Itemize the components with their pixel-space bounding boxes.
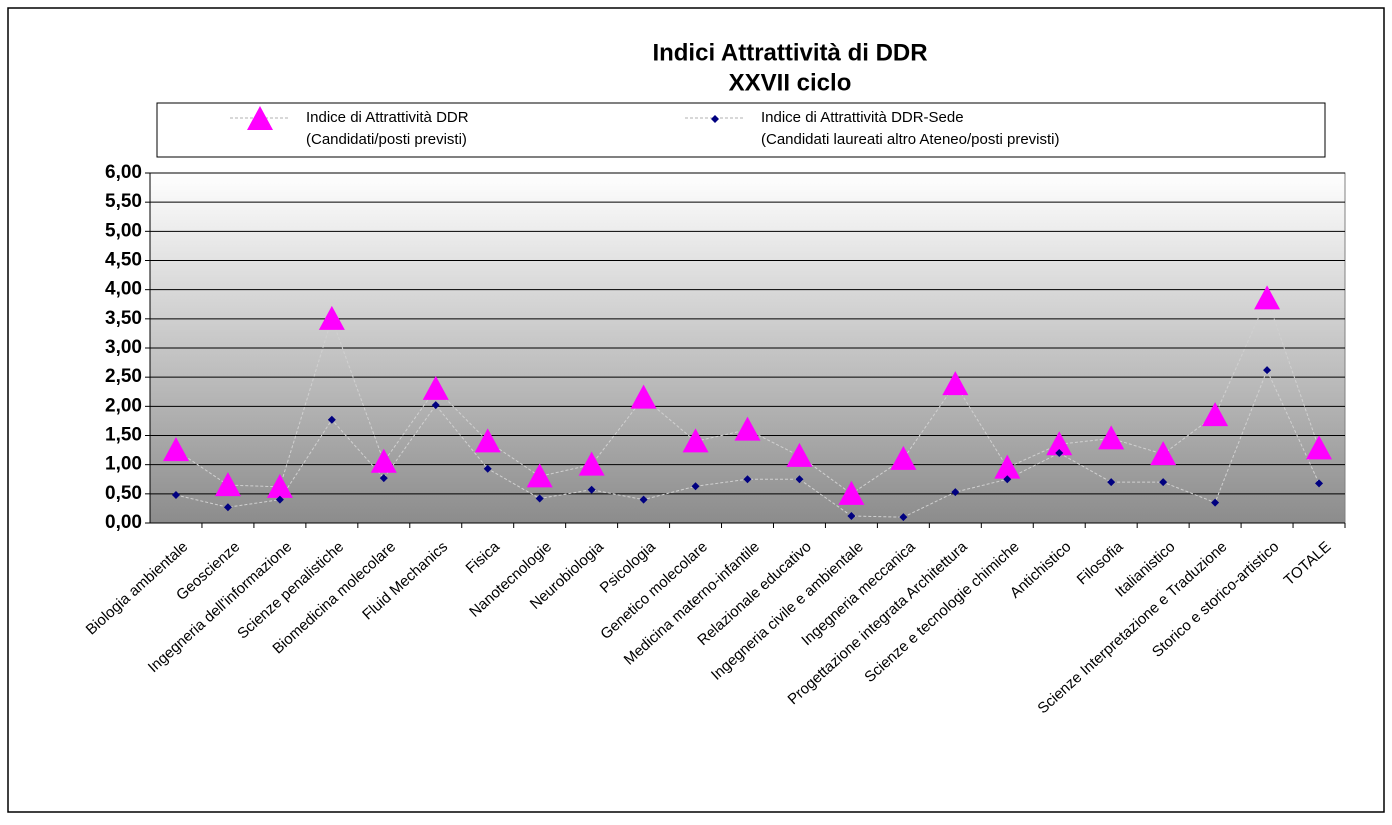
y-tick-label: 6,00 [105,162,142,183]
diamond-marker [1159,478,1168,487]
diamond-marker [1003,475,1012,484]
diamond-marker [847,512,856,520]
triangle-marker [1306,435,1333,460]
triangle-marker [214,472,241,497]
y-tick-label: 0,50 [105,483,142,504]
triangle-marker [630,384,657,409]
triangle-marker [1046,431,1073,456]
y-tick-label: 5,00 [105,220,142,241]
triangle-marker [1150,441,1177,466]
triangle-marker [942,371,969,396]
triangle-marker [370,448,397,473]
diamond-marker [483,464,492,473]
y-tick-label: 4,50 [105,250,142,271]
y-tick-label: 2,00 [105,395,142,416]
diamond-marker [743,475,752,484]
triangle-marker [786,442,813,467]
diamond-marker [223,503,232,512]
y-tick-label: 2,50 [105,366,142,387]
triangle-marker [734,416,761,441]
diamond-marker [1263,366,1272,375]
chart-subtitle: XXVII ciclo [729,69,852,96]
y-tick-label: 1,00 [105,454,142,475]
legend-label: Indice di Attrattività DDR [306,109,469,126]
triangle-marker [578,451,605,476]
diamond-marker [795,475,804,484]
diamond-marker [431,401,440,410]
diamond-marker [275,495,284,504]
triangle-marker [838,480,865,505]
diamond-marker [379,474,388,483]
diamond-marker [1055,449,1064,457]
diamond-marker [171,491,180,499]
triangle-marker [318,305,345,330]
y-tick-label: 5,50 [105,191,142,212]
diamond-marker [951,488,960,497]
triangle-marker [994,454,1021,479]
y-tick-label: 3,50 [105,308,142,329]
diamond-marker [1107,478,1116,487]
triangle-marker [162,437,189,462]
triangle-marker [1098,425,1125,450]
diamond-marker [691,482,700,491]
triangle-marker [1202,402,1229,427]
triangle-marker [422,375,449,400]
triangle-marker [682,428,709,453]
chart-title: Indici Attrattività di DDR [652,39,927,66]
diamond-marker [899,513,908,522]
diamond-marker [587,485,596,494]
diamond-marker [639,495,648,504]
triangle-marker [526,463,553,488]
diamond-marker [1211,498,1220,507]
triangle-marker [474,428,501,453]
y-tick-label: 3,00 [105,337,142,358]
y-tick-label: 4,00 [105,279,142,300]
triangle-marker [266,473,293,498]
legend-label: Indice di Attrattività DDR-Sede [761,109,964,126]
legend-detail: (Candidati/posti previsti) [306,131,467,148]
triangle-marker [1254,285,1281,310]
legend-detail: (Candidati laureati altro Ateneo/posti p… [761,131,1060,148]
diamond-marker [1315,479,1324,488]
y-tick-label: 1,50 [105,425,142,446]
triangle-marker [890,445,917,470]
legend-swatch [247,106,273,130]
legend-box [156,102,1326,158]
legend-swatch [711,115,719,123]
diamond-marker [327,415,336,424]
diamond-marker [535,494,544,503]
y-tick-label: 0,00 [105,512,142,533]
